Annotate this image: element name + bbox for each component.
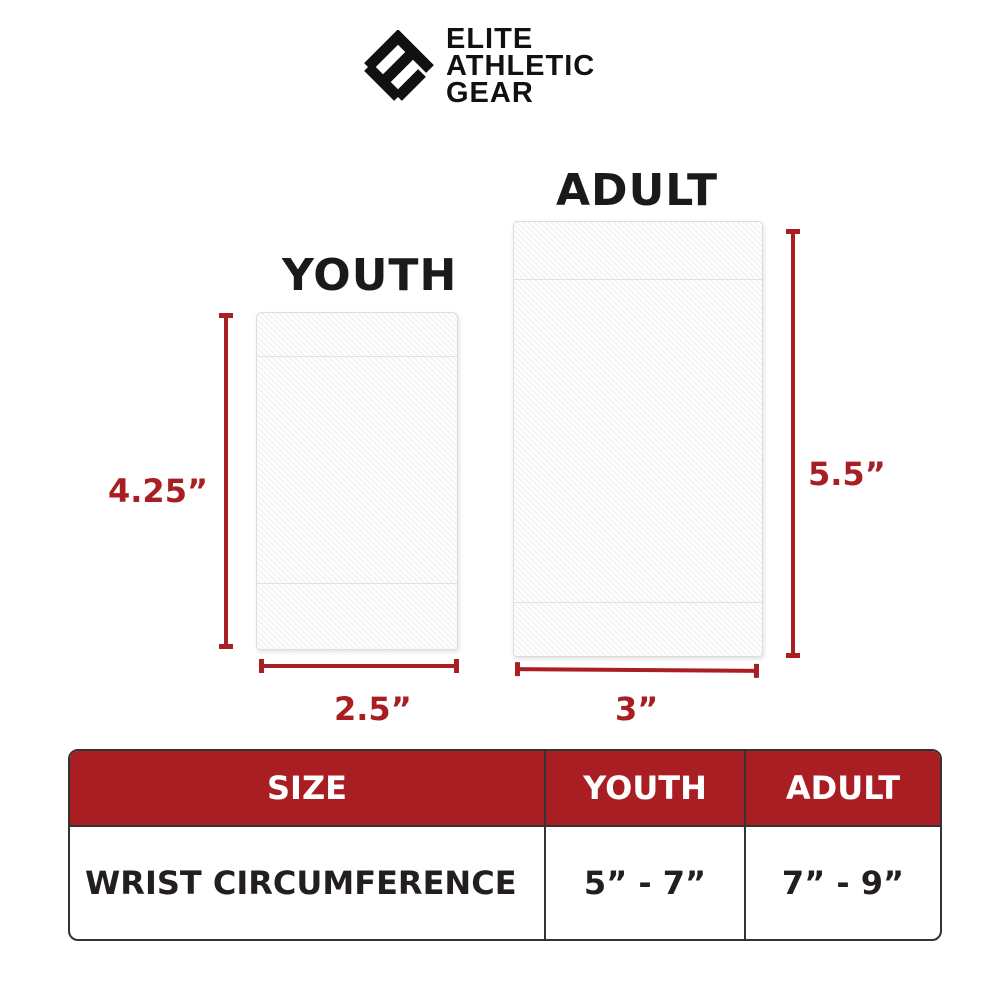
header-adult: ADULT xyxy=(744,751,940,827)
youth-height-label: 4.25” xyxy=(108,472,208,510)
adult-width-label: 3” xyxy=(615,690,659,728)
table-header-row: SIZE YOUTH ADULT xyxy=(70,751,940,827)
adult-height-dimension-line xyxy=(786,229,800,658)
header-youth: YOUTH xyxy=(544,751,744,827)
table-row: WRIST CIRCUMFERENCE 5” - 7” 7” - 9” xyxy=(70,827,940,939)
adult-width-dimension-line xyxy=(514,667,760,673)
size-chart-table: SIZE YOUTH ADULT WRIST CIRCUMFERENCE 5” … xyxy=(68,749,942,941)
adult-height-label: 5.5” xyxy=(808,455,886,493)
youth-sleeve-image xyxy=(256,312,458,650)
youth-width-dimension-line xyxy=(259,659,459,673)
row-label: WRIST CIRCUMFERENCE xyxy=(85,864,517,902)
brand-line-3: GEAR xyxy=(446,77,534,109)
brand-logo-mark-icon xyxy=(364,30,434,101)
adult-sleeve-image xyxy=(513,221,763,657)
brand-line-1: ELITE xyxy=(446,23,534,55)
adult-title: ADULT xyxy=(556,165,719,216)
youth-value: 5” - 7” xyxy=(544,827,744,939)
header-size: SIZE xyxy=(70,751,544,827)
brand-line-2: ATHLETIC xyxy=(446,50,596,82)
youth-width-label: 2.5” xyxy=(334,690,412,728)
youth-title: YOUTH xyxy=(282,250,458,301)
youth-height-dimension-line xyxy=(219,313,233,649)
adult-value: 7” - 9” xyxy=(744,827,940,939)
brand-name: ELITE ATHLETIC GEAR xyxy=(446,23,596,109)
